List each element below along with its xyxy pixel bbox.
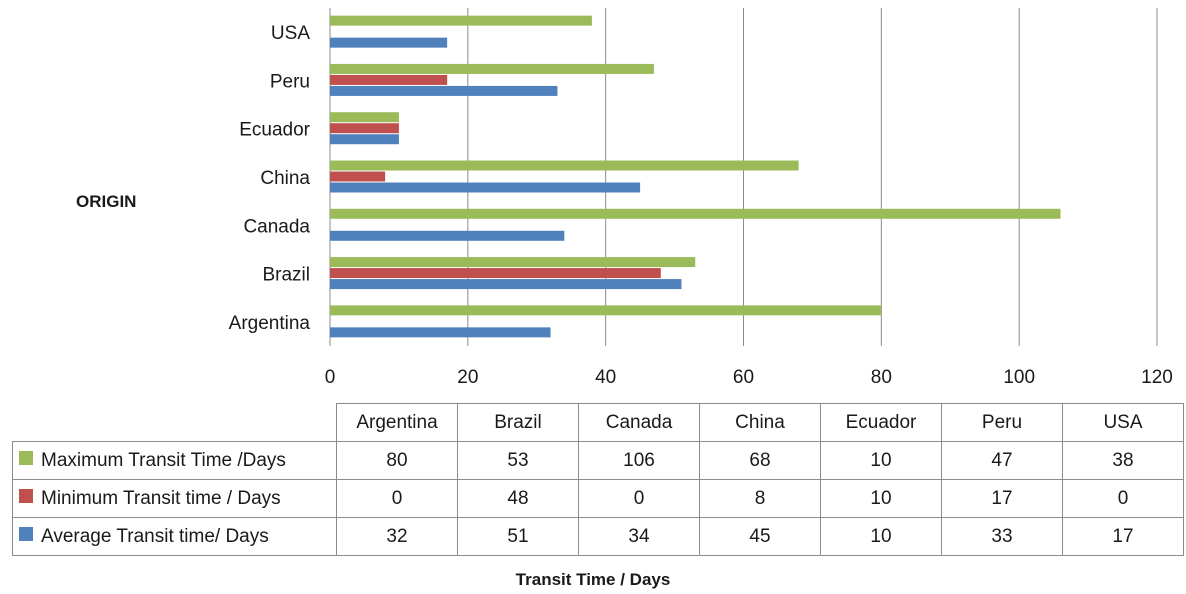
- x-tick-label: 0: [325, 367, 336, 388]
- y-tick-label: USA: [271, 23, 310, 44]
- table-cell: 0: [336, 479, 458, 518]
- bar: [330, 63, 654, 74]
- table-cell: 10: [820, 441, 942, 480]
- table-cell: 0: [578, 479, 700, 518]
- legend-entry-minimum: Minimum Transit time / Days: [12, 479, 337, 518]
- bar: [330, 257, 696, 268]
- bar: [330, 327, 551, 338]
- table-cell: 51: [457, 517, 579, 556]
- legend-swatch: [19, 527, 33, 542]
- table-cell: 17: [1062, 517, 1184, 556]
- table-col-header: Brazil: [457, 403, 579, 442]
- table-cell: 68: [699, 441, 821, 480]
- bar: [330, 112, 399, 123]
- y-tick-label: Canada: [243, 216, 310, 237]
- x-tick-label: 60: [733, 367, 754, 388]
- table-cell: 80: [336, 441, 458, 480]
- table-header-row: Argentina Brazil Canada China Ecuador Pe…: [13, 403, 1184, 442]
- table-col-header: Ecuador: [820, 403, 942, 442]
- table-col-header: USA: [1062, 403, 1184, 442]
- table-cell: 33: [941, 517, 1063, 556]
- bar: [330, 160, 799, 171]
- table-cell: 34: [578, 517, 700, 556]
- series-name: Maximum Transit Time /Days: [41, 449, 286, 471]
- bar: [330, 230, 565, 241]
- x-axis-label: Transit Time / Days: [515, 570, 671, 589]
- table-cell: 38: [1062, 441, 1184, 480]
- y-tick-label: Peru: [270, 71, 310, 92]
- table-cell: 8: [699, 479, 821, 518]
- table-col-header: Canada: [578, 403, 700, 442]
- table-cell: 32: [336, 517, 458, 556]
- bar: [330, 134, 399, 145]
- table-cell: 0: [1062, 479, 1184, 518]
- data-table: Argentina Brazil Canada China Ecuador Pe…: [12, 403, 1184, 556]
- table-col-header: Argentina: [336, 403, 458, 442]
- bar: [330, 279, 682, 290]
- bar: [330, 182, 641, 193]
- bar: [330, 171, 386, 182]
- table-cell: 47: [941, 441, 1063, 480]
- series-name: Average Transit time/ Days: [41, 525, 269, 547]
- series-name: Minimum Transit time / Days: [41, 487, 281, 509]
- table-row-maximum: Maximum Transit Time /Days 80 53 106 68 …: [12, 441, 1184, 480]
- table-cell: 48: [457, 479, 579, 518]
- legend-swatch: [19, 489, 33, 504]
- x-tick-label: 40: [595, 367, 616, 388]
- legend-swatch: [19, 451, 33, 466]
- bar: [330, 37, 448, 48]
- bar-plot: 0 20 40 60 80 100 120 Argentina Brazil Canada Chin…: [229, 8, 1173, 388]
- table-col-header: China: [699, 403, 821, 442]
- x-tick-label: 20: [457, 367, 478, 388]
- x-tick-label: 80: [871, 367, 892, 388]
- bar: [330, 74, 448, 85]
- y-tick-label: China: [260, 168, 310, 189]
- bar: [330, 85, 558, 96]
- table-cell: 106: [578, 441, 700, 480]
- table-row-minimum: Minimum Transit time / Days 0 48 0 8 10 …: [12, 479, 1184, 518]
- table-cell: 53: [457, 441, 579, 480]
- bar: [330, 15, 592, 26]
- y-tick-label: Argentina: [229, 313, 311, 334]
- y-tick-label: Brazil: [262, 265, 310, 286]
- x-tick-label: 120: [1141, 367, 1173, 388]
- bar: [330, 268, 661, 279]
- x-tick-label: 100: [1003, 367, 1035, 388]
- table-cell: 10: [820, 479, 942, 518]
- legend-entry-average: Average Transit time/ Days: [12, 517, 337, 556]
- bar: [330, 123, 399, 134]
- table-cell: 10: [820, 517, 942, 556]
- table-cell: 17: [941, 479, 1063, 518]
- table-col-header: Peru: [941, 403, 1063, 442]
- table-corner: [13, 404, 337, 442]
- y-axis-label: ORIGIN: [76, 192, 137, 211]
- y-tick-label: Ecuador: [239, 120, 310, 141]
- legend-entry-maximum: Maximum Transit Time /Days: [12, 441, 337, 480]
- bar: [330, 208, 1061, 219]
- table-cell: 45: [699, 517, 821, 556]
- table-row-average: Average Transit time/ Days 32 51 34 45 1…: [12, 517, 1184, 556]
- bar: [330, 305, 882, 316]
